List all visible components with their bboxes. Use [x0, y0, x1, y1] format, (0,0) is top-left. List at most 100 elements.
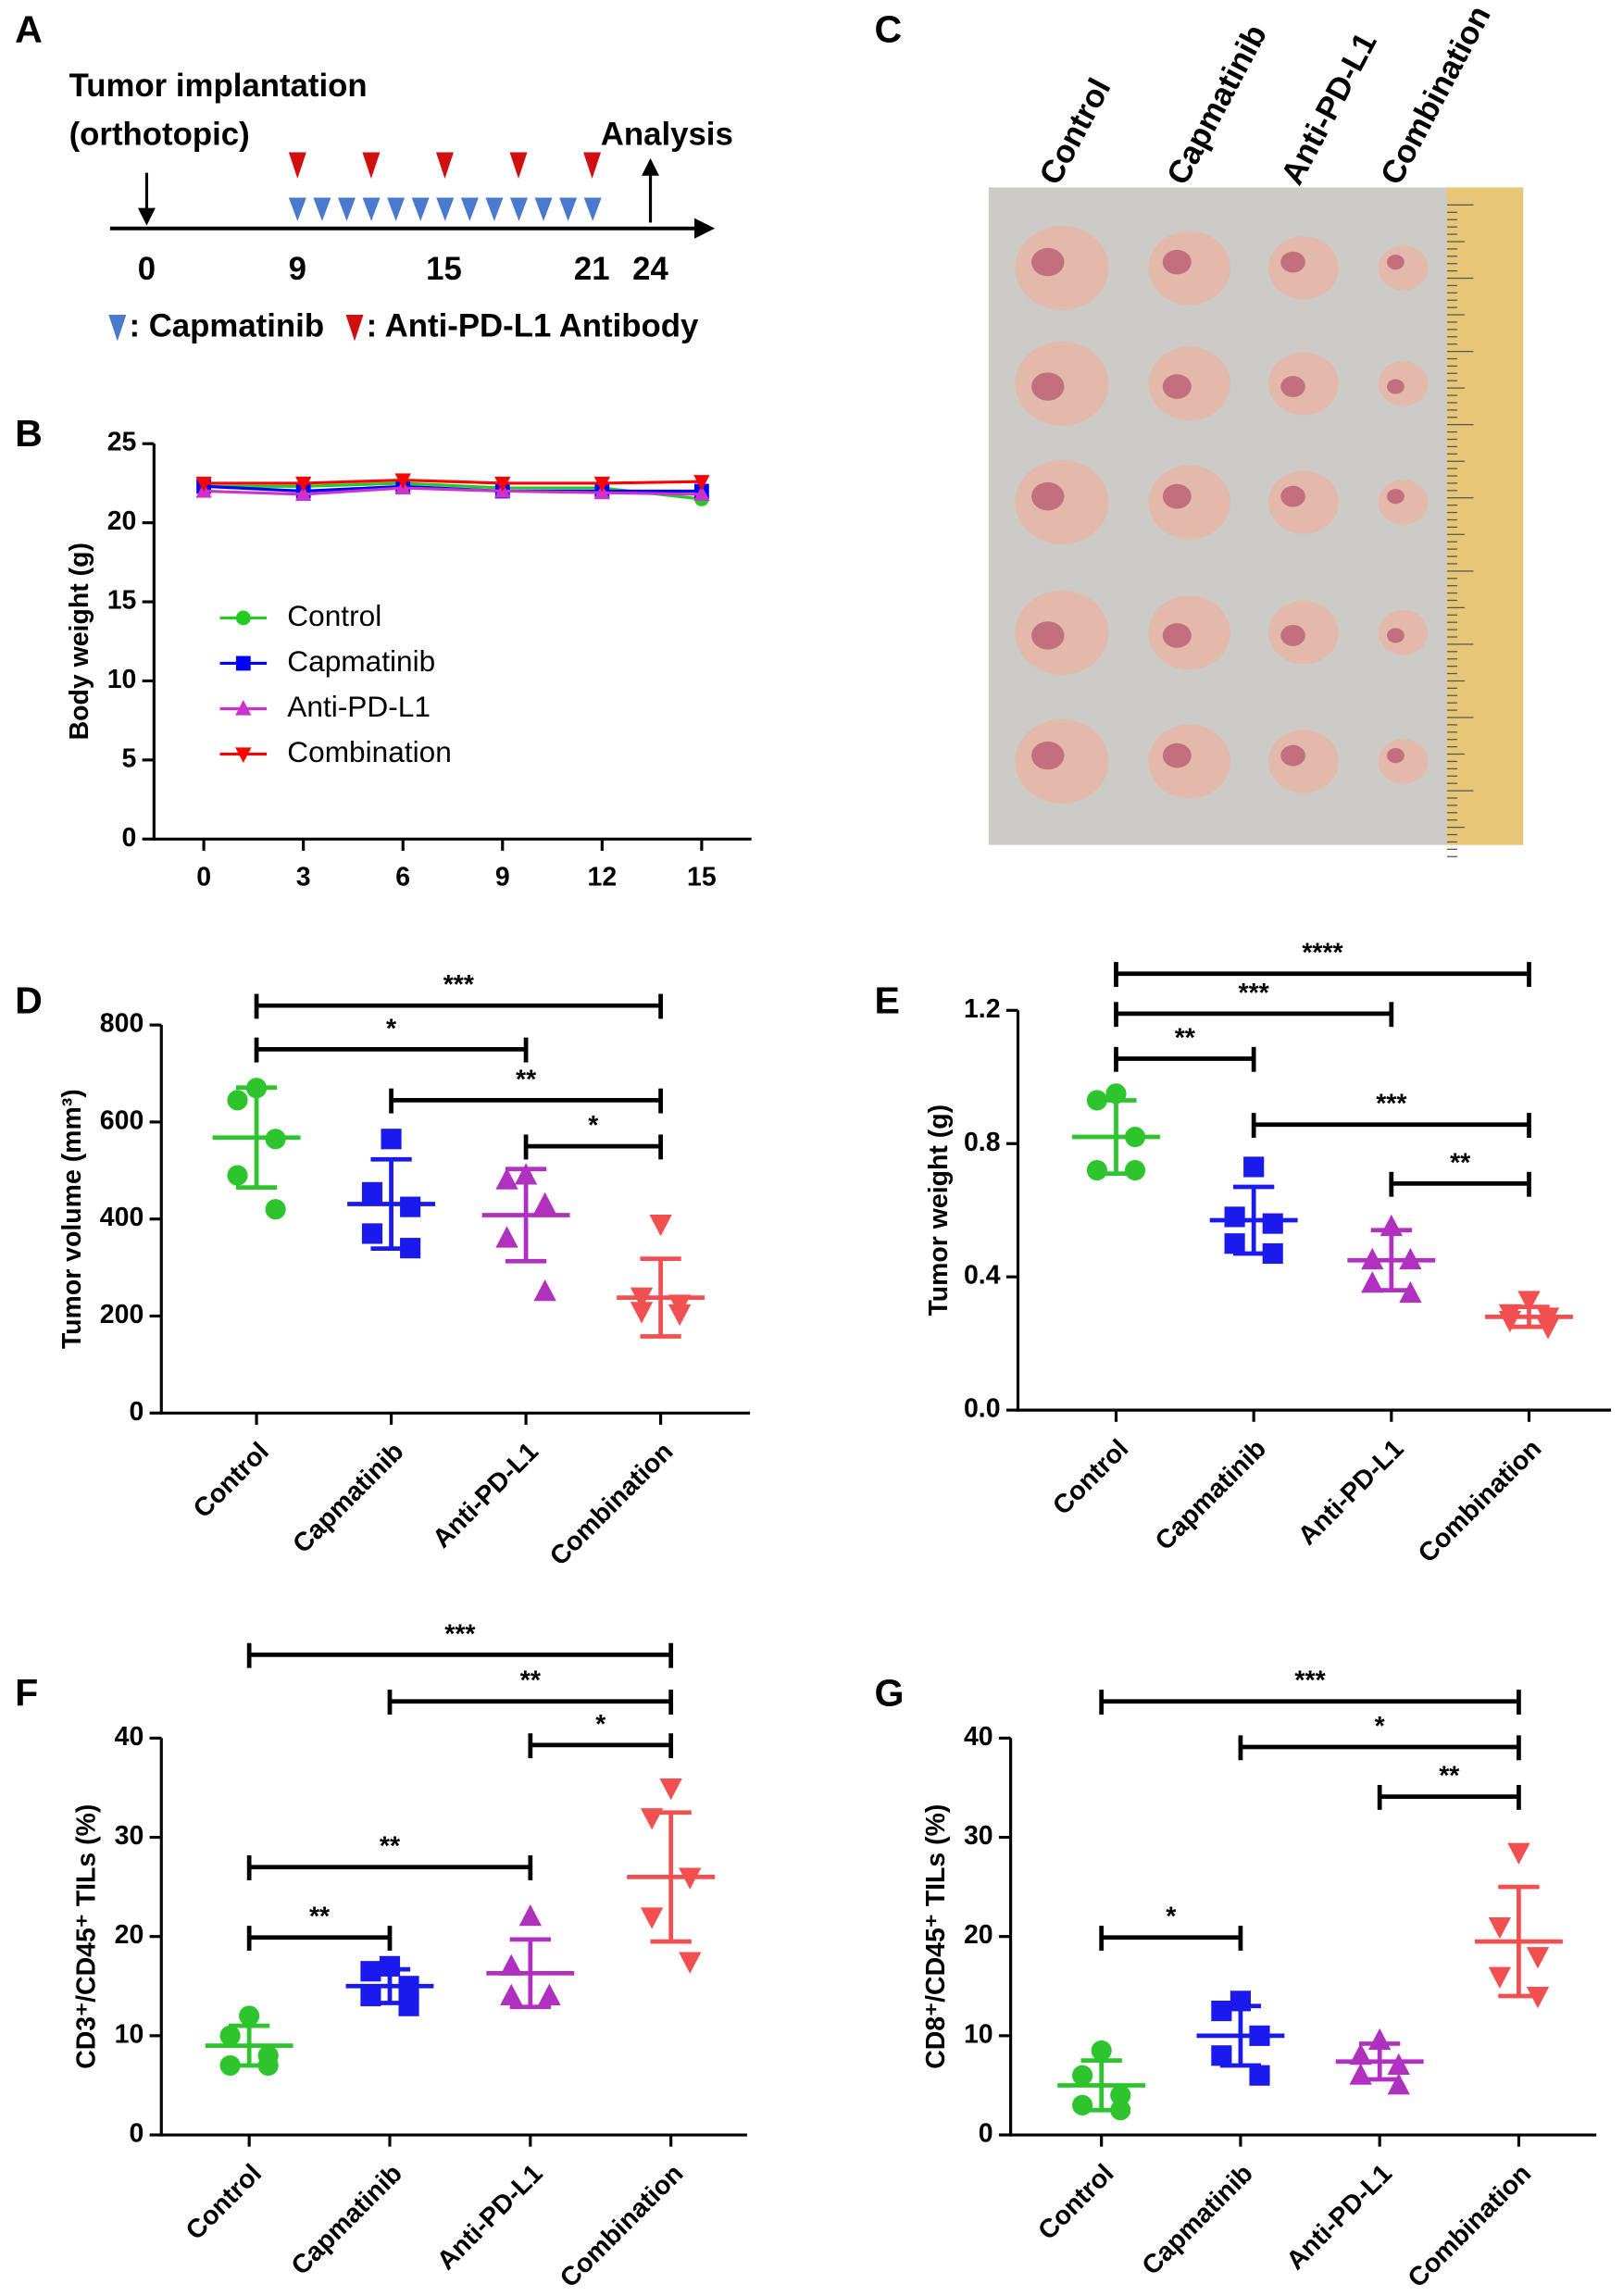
tumor-spot — [1280, 485, 1305, 507]
marker — [679, 1952, 702, 1974]
y-tick-label: 0 — [979, 2119, 993, 2149]
marker — [294, 476, 312, 493]
significance-label: *** — [1239, 979, 1270, 1008]
dose-antibody — [288, 152, 306, 179]
tumor-spot — [1387, 628, 1405, 643]
panel-label: E — [875, 979, 900, 1021]
x-tick-label: Anti-PD-L1 — [431, 2158, 549, 2276]
y-tick-label: 15 — [107, 586, 137, 616]
x-tick-label: Capmatinib — [1150, 1434, 1272, 1556]
y-tick-label: 0 — [129, 2119, 144, 2149]
significance-bracket: * — [1238, 1712, 1521, 1761]
error-bar — [505, 1167, 547, 1264]
error-bar — [235, 1085, 278, 1191]
marker — [518, 1903, 543, 1927]
error-bar — [1233, 1184, 1275, 1256]
photo-column-label: Control — [1033, 73, 1118, 191]
marker — [1224, 1206, 1245, 1228]
dose-capmatinib — [583, 197, 602, 221]
significance-bracket: **** — [1114, 939, 1531, 987]
chart: 0.0 0.4 0.8 1.2 Tumor weight (g) Control Capma… — [924, 939, 1612, 1568]
tumor — [1267, 236, 1339, 300]
tumor-spot — [1387, 255, 1405, 270]
marker — [630, 1302, 654, 1324]
marker — [1211, 2001, 1232, 2022]
tumor-spot — [1031, 247, 1065, 277]
panel-label: A — [15, 8, 43, 51]
x-tick-label: Capmatinib — [286, 2159, 408, 2281]
marker — [1526, 1947, 1550, 1969]
tumor-spot — [1031, 621, 1065, 650]
dose-capmatinib — [338, 197, 356, 221]
dose-antibody — [435, 152, 454, 179]
significance-label: *** — [444, 1619, 476, 1649]
x-tick-label: Capmatinib — [1136, 2159, 1258, 2281]
ruler — [1446, 187, 1524, 845]
tumor-spot — [1162, 623, 1192, 648]
significance-bracket: * — [528, 1710, 674, 1759]
y-tick-label: 200 — [100, 1300, 144, 1329]
chart: 0 200 400 600 800 Tumor volume (mm³) Control Ca… — [57, 970, 751, 1571]
marker — [533, 1192, 556, 1214]
marker — [1211, 2045, 1232, 2066]
dose-capmatinib — [362, 197, 381, 221]
significance-bracket: ** — [246, 1832, 533, 1880]
significance-bracket: * — [254, 1014, 529, 1063]
marker — [1243, 1156, 1265, 1178]
tumor — [1267, 730, 1339, 793]
x-tick-label: 0 — [196, 862, 211, 892]
significance-label: ** — [380, 1832, 401, 1862]
y-tick-label: 10 — [115, 2019, 144, 2049]
marker — [1517, 1291, 1541, 1313]
error-bar — [1080, 2058, 1122, 2113]
marker — [361, 1181, 383, 1203]
marker — [500, 1983, 523, 2005]
dose-capmatinib — [460, 197, 479, 221]
y-tick-label: 0.8 — [964, 1128, 1001, 1157]
timeline: Tumor implantation (orthotopic) Analysis… — [69, 69, 733, 343]
significance-label: ** — [1175, 1023, 1196, 1053]
dose-capmatinib — [534, 197, 553, 221]
tumor-spot — [1280, 744, 1305, 767]
significance-bracket: ** — [1389, 1148, 1531, 1197]
panel-label: F — [15, 1671, 38, 1714]
photo-column-label: Capmatinib — [1161, 19, 1274, 191]
marker — [1488, 1966, 1512, 1989]
legend-label: Control — [287, 599, 381, 632]
tumor — [1267, 470, 1339, 534]
y-axis-label: CD8⁺/CD45⁺ TILs (%) — [921, 1804, 951, 2069]
significance-label: **** — [1302, 939, 1343, 968]
day-label: 24 — [632, 252, 668, 287]
marker — [693, 475, 710, 491]
significance-label: * — [386, 1014, 397, 1043]
tumor-spot — [1280, 251, 1305, 273]
x-tick-label: 3 — [296, 862, 311, 892]
photo-column-label: Anti-PD-L1 — [1275, 27, 1384, 190]
panel-label: C — [875, 8, 903, 51]
tumor-spot — [1162, 742, 1192, 768]
dose-capmatinib — [387, 197, 406, 221]
significance-label: * — [1375, 1712, 1386, 1741]
dose-capmatinib — [510, 197, 528, 221]
tumor — [1378, 739, 1429, 784]
error-bar — [1508, 1304, 1550, 1329]
significance-bracket: *** — [1114, 979, 1394, 1028]
marker — [394, 473, 411, 490]
marker — [1091, 2040, 1112, 2062]
y-tick-label: 10 — [964, 2019, 993, 2049]
y-axis-label: Tumor weight (g) — [924, 1104, 954, 1316]
y-tick-label: 5 — [122, 743, 137, 773]
marker — [1110, 2085, 1131, 2106]
dose-capmatinib — [313, 197, 331, 221]
y-axis-label: CD3⁺/CD45⁺ TILs (%) — [72, 1804, 102, 2069]
y-tick-label: 30 — [115, 1821, 144, 1851]
x-tick-label: 6 — [395, 862, 410, 892]
series-line — [204, 486, 702, 496]
legend-symbol — [345, 315, 364, 342]
significance-bracket: *** — [1099, 1666, 1521, 1715]
significance-label: ** — [520, 1666, 542, 1696]
significance-label: ** — [309, 1903, 331, 1932]
arrow-head — [642, 157, 660, 176]
